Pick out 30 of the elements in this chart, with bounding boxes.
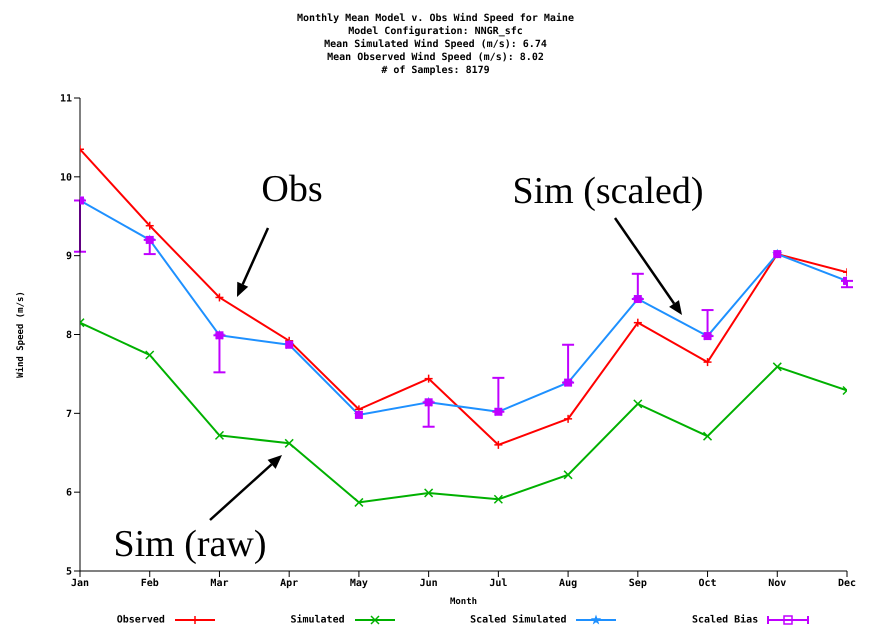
x-tick-label: Feb	[140, 578, 159, 590]
x-tick-label: May	[350, 578, 368, 590]
y-tick-label: 11	[60, 94, 72, 105]
x-tick-label: Jul	[489, 578, 508, 590]
x-tick-label: Apr	[280, 578, 298, 590]
annotation: Sim (raw)	[112, 522, 268, 567]
x-tick-label: Jun	[420, 578, 438, 590]
x-tick-label: Sep	[628, 578, 647, 590]
x-axis-title: Month	[448, 597, 478, 607]
x-tick-label: Jan	[70, 578, 90, 590]
y-tick-label: 9	[66, 251, 72, 262]
y-tick-label: 7	[66, 408, 72, 420]
legend-label: Scaled Simulated	[470, 614, 566, 626]
x-tick-label: Oct	[698, 578, 717, 590]
legend-label: Observed	[116, 614, 165, 626]
x-tick-label: Mar	[210, 578, 228, 590]
legend-label: Simulated	[290, 614, 345, 626]
x-tick-label: Dec	[838, 578, 856, 590]
y-tick-label: 8	[66, 330, 72, 342]
y-axis-title: Wind Speed (m/s)	[15, 291, 26, 378]
annotation: Sim (scaled)	[511, 169, 704, 214]
annotation: Obs	[260, 167, 324, 212]
y-tick-label: 10	[60, 172, 72, 184]
chart-subtitle: Model Configuration: NNGR_sfc Mean Simulated Wind Speed (m/s): 6.74 Mean Observed Wind Speed (m/s): 8.02 # of Samples: 8179	[323, 25, 548, 77]
legend-label: Scaled Bias	[692, 614, 758, 626]
y-tick-label: 5	[66, 566, 72, 578]
x-tick-label: Aug	[559, 578, 578, 590]
x-tick-label: Nov	[768, 578, 786, 590]
chart-title: Monthly Mean Model v. Obs Wind Speed for Maine	[296, 12, 575, 25]
y-tick-label: 6	[66, 488, 72, 499]
